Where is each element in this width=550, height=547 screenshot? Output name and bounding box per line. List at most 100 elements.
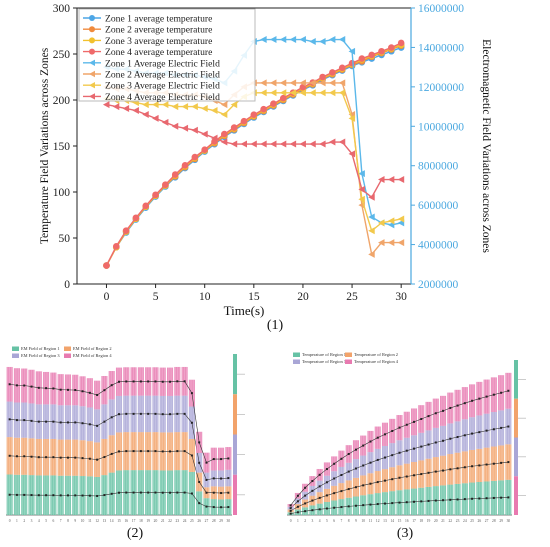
band-point	[405, 423, 408, 426]
data-point	[279, 79, 287, 87]
data-point	[201, 130, 208, 138]
band-point	[125, 450, 128, 453]
band-point	[161, 491, 164, 494]
data-point	[378, 47, 385, 55]
band-point	[340, 506, 343, 509]
data-point	[338, 64, 346, 72]
band-point	[88, 457, 91, 460]
band-point	[169, 380, 172, 383]
legend: Temperature of Region 1 Temperature of Re…	[293, 352, 399, 364]
band-point	[52, 387, 55, 390]
y2-tick-label: 8000000	[418, 161, 459, 173]
band-point	[391, 454, 394, 457]
band-point	[118, 380, 120, 383]
band-point	[354, 486, 357, 489]
band-point	[96, 424, 99, 427]
data-point	[171, 103, 179, 111]
band-point	[304, 494, 307, 497]
band-point	[45, 494, 48, 497]
data-point	[299, 89, 306, 97]
x-tick-label: 27	[205, 519, 209, 523]
band-point	[500, 426, 503, 429]
band-point	[103, 494, 106, 497]
band-point	[139, 491, 142, 494]
band-point	[318, 485, 321, 488]
band-point	[362, 444, 365, 447]
band-point	[110, 384, 113, 387]
x-tick-label: 30	[227, 519, 231, 523]
band-point	[434, 441, 437, 444]
band-point	[311, 480, 314, 483]
band-point	[45, 456, 48, 459]
band-point	[139, 450, 142, 453]
band-point	[154, 450, 157, 453]
data-point	[289, 89, 297, 97]
band-point	[154, 380, 157, 383]
band-point	[289, 509, 292, 512]
band-point	[118, 450, 120, 453]
legend-label: Zone 3 average temperature	[105, 36, 212, 47]
band-point	[304, 502, 307, 505]
x-tick-label: 16	[124, 519, 128, 523]
band-point	[37, 494, 40, 497]
band-point	[103, 389, 106, 392]
band-point	[45, 387, 48, 390]
band-point	[66, 494, 69, 497]
band-point	[376, 458, 379, 461]
data-point	[309, 140, 316, 148]
caption-3: (3)	[396, 526, 414, 541]
x-tick-label: 4	[319, 519, 321, 523]
band-point	[398, 426, 401, 429]
x-tick-label: 18	[419, 519, 423, 523]
band-point	[212, 477, 215, 480]
band-point	[347, 505, 350, 508]
band-point	[81, 422, 84, 425]
data-point	[319, 38, 326, 46]
data-point	[289, 140, 297, 148]
legend-swatch-marker	[89, 70, 95, 78]
data-point	[348, 114, 356, 122]
band-point	[456, 498, 459, 501]
band-point	[369, 461, 372, 464]
band-point	[405, 449, 408, 452]
data-point	[260, 105, 267, 113]
x-tick-label: 22	[449, 519, 453, 523]
band-point	[289, 507, 292, 510]
x-tick-label: 28	[492, 519, 496, 523]
band-point	[369, 482, 372, 485]
band-point	[161, 413, 164, 416]
x-tick-label: 15	[398, 519, 402, 523]
x-tick-label: 0	[104, 291, 110, 303]
band-point	[427, 415, 430, 418]
data-point	[181, 162, 189, 169]
legend-box	[78, 8, 256, 102]
x-tick-label: 14	[390, 519, 394, 523]
band-3	[287, 408, 512, 510]
band-point	[132, 380, 135, 383]
data-point	[358, 170, 365, 178]
data-point	[358, 195, 365, 203]
data-point	[211, 134, 218, 142]
x-tick-label: 3	[31, 519, 33, 523]
band-point	[325, 481, 328, 484]
data-point	[387, 176, 395, 184]
y-tick-label: 0	[64, 279, 70, 291]
band-point	[427, 443, 430, 446]
legend-swatch-marker	[89, 48, 95, 55]
data-point	[152, 101, 159, 109]
band-point	[296, 505, 299, 508]
band-point	[296, 494, 299, 497]
y2-tick-label: 12000000	[418, 82, 464, 94]
band-point	[176, 380, 179, 383]
data-point	[319, 73, 326, 81]
band-point	[463, 434, 466, 437]
y2-tick-label: 6000000	[418, 200, 459, 212]
band-point	[471, 432, 474, 435]
band-point	[30, 385, 33, 388]
band-point	[456, 404, 459, 407]
x-tick-label: 19	[427, 519, 431, 523]
band-point	[74, 456, 77, 459]
band-point	[8, 454, 11, 457]
data-point	[299, 79, 306, 87]
band-point	[183, 412, 186, 415]
